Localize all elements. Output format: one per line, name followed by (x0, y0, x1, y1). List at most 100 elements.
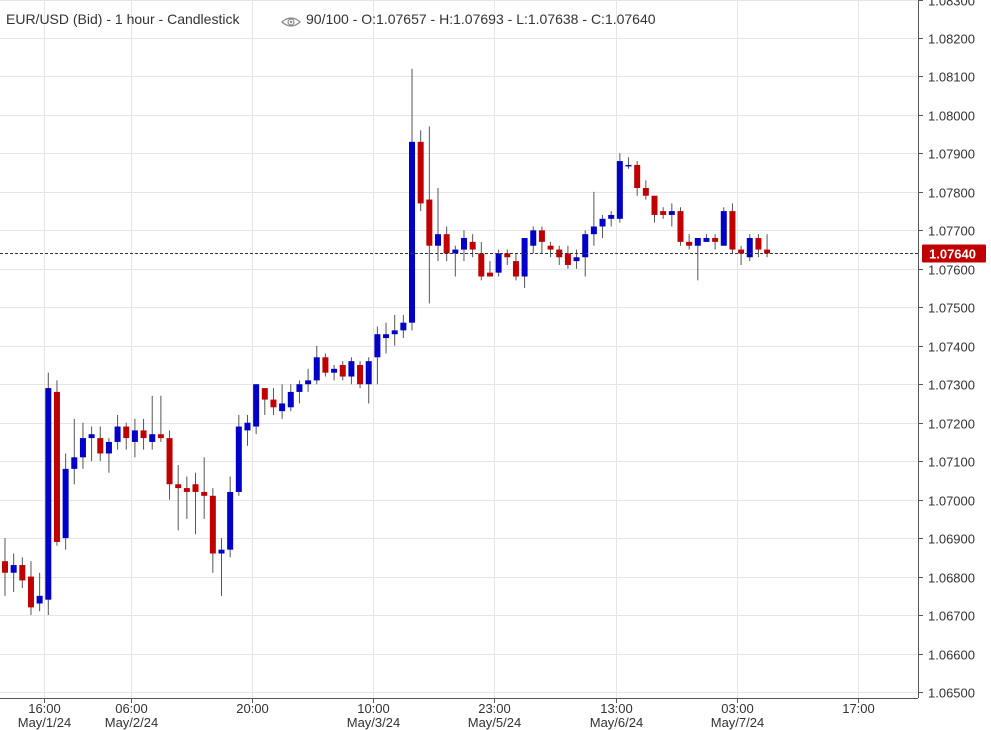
candle (2, 538, 8, 596)
candle-body-down (738, 249, 745, 254)
x-date-label: May/7/24 (711, 715, 764, 730)
x-time-label: 10:00 (357, 701, 390, 716)
candle (521, 238, 528, 289)
chart-style-label: Candlestick (167, 11, 240, 27)
candle (357, 361, 364, 389)
candle-body-down (764, 249, 771, 254)
y-tick-label: 1.07000 (928, 494, 975, 509)
candle-body-down (175, 484, 182, 489)
candle-body-up (296, 384, 303, 392)
candle-body-down (261, 388, 268, 400)
x-date-label: May/1/24 (18, 715, 71, 730)
candle (79, 422, 86, 469)
candle-body-down (538, 230, 545, 242)
candle-body-down (642, 188, 649, 196)
y-tick-label: 1.06800 (928, 571, 975, 586)
candles (2, 68, 771, 616)
candle-body-up (253, 384, 260, 427)
candle (383, 322, 390, 354)
candle-body-up (88, 434, 95, 439)
candle (642, 180, 649, 200)
separator: - (155, 11, 167, 27)
header-left: EUR/USD (Bid) - 1 hour - Candlestick (6, 11, 240, 27)
y-tick-label: 1.06600 (928, 648, 975, 663)
candle (287, 384, 294, 412)
separator: - (427, 11, 439, 27)
candle-body-down (651, 195, 658, 215)
y-tick-label: 1.07100 (928, 455, 975, 470)
candle (409, 68, 416, 331)
candle-body-up (305, 380, 312, 385)
candle-body-down (564, 253, 571, 265)
candle (426, 126, 433, 304)
candle (538, 226, 545, 254)
candle (227, 476, 234, 558)
candle-body-up (720, 211, 727, 246)
y-tick-label: 1.08000 (928, 109, 975, 124)
header-right: 90/100 - O:1.07657 - H:1.07693 - L:1.076… (306, 11, 656, 27)
candle (504, 249, 511, 265)
candle-body-down (183, 488, 190, 492)
candle-body-down (166, 438, 173, 485)
candle (530, 226, 537, 254)
y-tick-label: 1.08200 (928, 32, 975, 47)
candle (183, 476, 190, 519)
candle (634, 161, 641, 196)
candle-body-up (218, 549, 225, 554)
last-price-badge (922, 244, 986, 263)
candle (365, 357, 372, 404)
candle-body-down (755, 238, 762, 250)
candle-body-up (114, 426, 121, 442)
candle-body-up (71, 457, 78, 469)
candle (348, 357, 355, 385)
candle (556, 245, 563, 265)
eye-icon[interactable] (281, 17, 301, 27)
y-tick-label: 1.07900 (928, 147, 975, 162)
candle-body-up (227, 491, 234, 550)
candle (755, 234, 762, 258)
candle (114, 415, 121, 450)
candle (616, 153, 623, 223)
candle-body-down (322, 357, 329, 373)
candle-body-down (357, 364, 364, 385)
x-time-label: 06:00 (115, 701, 148, 716)
candle (435, 188, 441, 262)
candle-body-up (62, 468, 69, 539)
candle-body-up (235, 426, 242, 492)
candle-body-down (556, 249, 563, 258)
candle-body-up (374, 334, 381, 358)
candle-body-up (244, 422, 251, 431)
x-time-label: 16:00 (28, 701, 61, 716)
candle (720, 207, 727, 246)
y-tick-label: 1.06500 (928, 686, 975, 701)
candle (10, 553, 17, 592)
candle (235, 415, 242, 496)
candle (677, 207, 684, 246)
y-axis: 1.06500 1.06600 1.06700 1.06800 1.06900 1.070… (918, 0, 975, 701)
candle (88, 426, 95, 462)
candle-body-up (105, 441, 112, 454)
candle-body-down (192, 484, 199, 492)
x-date-label: May/2/24 (105, 715, 158, 730)
candle (261, 388, 268, 415)
candle (45, 372, 52, 616)
candle-body-down (443, 234, 450, 254)
candle (71, 418, 78, 485)
open-value: O:1.07657 (361, 11, 427, 27)
candle-body-down (27, 576, 34, 608)
candle-body-up (452, 249, 459, 254)
candle-body-down (478, 253, 485, 277)
chart-header: EUR/USD (Bid) - 1 hour - Candlestick 90/… (6, 11, 656, 27)
candle-body-up (703, 238, 710, 242)
candle (157, 395, 164, 442)
candle-body-up (608, 214, 615, 219)
candle-body-up (79, 438, 86, 458)
candle-body-down (729, 211, 736, 250)
grid-layer (0, 0, 918, 698)
candle-body-up (590, 226, 597, 235)
candle-body-down (712, 238, 719, 242)
candle-body-up (495, 253, 502, 273)
candle-body-up (521, 238, 528, 277)
candle-body-down (660, 211, 667, 215)
